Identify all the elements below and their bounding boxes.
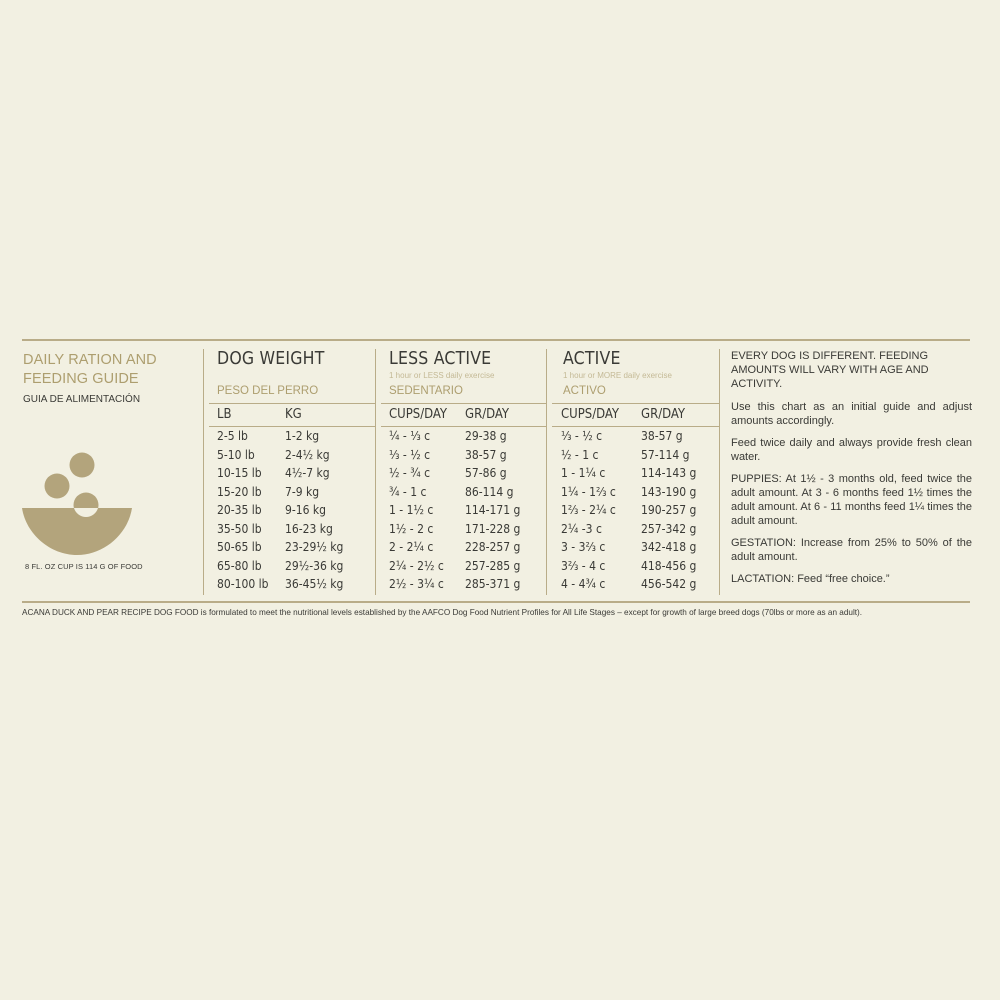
cell-kg: 29½-36 kg (285, 558, 344, 573)
cell-active-gr: 57-114 g (641, 447, 690, 462)
active-unit-gr: GR/DAY (641, 407, 686, 422)
less-active-unit-gr: GR/DAY (465, 407, 510, 422)
cell-lb: 35-50 lb (217, 521, 262, 536)
guide-title-line2: FEEDING GUIDE (23, 371, 139, 387)
cell-less-active-gr: 171-228 g (465, 521, 521, 536)
divider-notes (719, 349, 720, 595)
cell-lb: 10-15 lb (217, 466, 262, 480)
cell-kg: 9-16 kg (285, 503, 327, 517)
cell-less-active-gr: 57-86 g (465, 466, 507, 480)
cell-less-active-cups: 1½ - 2 c (389, 521, 434, 536)
cell-less-active-gr: 285-371 g (465, 577, 521, 591)
cell-less-active-cups: 2 - 2¼ c (389, 540, 434, 554)
cell-kg: 23-29½ kg (285, 540, 344, 554)
bottom-rule (22, 601, 970, 603)
unit-kg: KG (285, 407, 302, 422)
food-bowl-icon (20, 448, 136, 560)
active-spanish: ACTIVO (563, 385, 606, 397)
cell-active-gr: 190-257 g (641, 503, 697, 517)
unit-lb: LB (217, 407, 232, 422)
cell-kg: 2-4½ kg (285, 447, 330, 462)
divider-less-active (375, 349, 376, 595)
cell-active-gr: 418-456 g (641, 558, 697, 573)
guide-title-line1: DAILY RATION AND (23, 352, 157, 368)
cell-active-cups: 2¼ -3 c (561, 521, 602, 536)
dog-weight-spanish: PESO DEL PERRO (217, 385, 319, 397)
less-active-header-rule (381, 403, 546, 404)
footnote: ACANA DUCK AND PEAR RECIPE DOG FOOD is f… (22, 608, 863, 617)
feeding-notes: EVERY DOG IS DIFFERENT. FEEDING AMOUNTS … (731, 349, 972, 594)
notes-gestation: GESTATION: Increase from 25% to 50% of t… (731, 537, 972, 563)
cell-lb: 20-35 lb (217, 503, 262, 517)
cell-less-active-cups: 2¼ - 2½ c (389, 558, 444, 573)
guide-subtitle: GUIA DE ALIMENTACIÓN (23, 394, 141, 405)
less-active-unit-cups: CUPS/DAY (389, 407, 448, 422)
cell-active-gr: 342-418 g (641, 540, 697, 554)
guide-title: DAILY RATION AND FEEDING GUIDE (23, 351, 198, 389)
cell-active-cups: 1⅔ - 2¼ c (561, 503, 616, 517)
cell-active-cups: 3 - 3⅔ c (561, 540, 606, 554)
less-active-heading: LESS ACTIVE (389, 349, 492, 369)
less-active-spanish: SEDENTARIO (389, 385, 463, 397)
cell-active-gr: 456-542 g (641, 577, 697, 591)
cell-less-active-cups: ⅓ - ½ c (389, 447, 431, 462)
cell-active-cups: 1 - 1¼ c (561, 466, 606, 480)
cell-less-active-gr: 114-171 g (465, 503, 521, 517)
cup-note: 8 FL. OZ CUP IS 114 G OF FOOD (25, 562, 143, 571)
less-active-note: 1 hour or LESS daily exercise (389, 371, 495, 380)
cell-less-active-gr: 228-257 g (465, 540, 521, 554)
cell-less-active-cups: 2½ - 3¼ c (389, 577, 444, 591)
dog-weight-heading: DOG WEIGHT (217, 349, 325, 369)
weight-units-rule (209, 426, 375, 427)
notes-feed-twice: Feed twice daily and always provide fres… (731, 437, 972, 463)
cell-active-gr: 114-143 g (641, 466, 697, 480)
cell-lb: 50-65 lb (217, 540, 262, 554)
divider-active (546, 349, 547, 595)
notes-lactation: LACTATION: Feed “free choice.” (731, 573, 890, 585)
cell-active-cups: ½ - 1 c (561, 447, 599, 462)
active-note: 1 hour or MORE daily exercise (563, 371, 672, 380)
active-unit-cups: CUPS/DAY (561, 407, 620, 422)
cell-active-cups: 4 - 4¾ c (561, 577, 606, 591)
cell-less-active-gr: 38-57 g (465, 447, 507, 462)
cell-less-active-cups: 1 - 1½ c (389, 503, 434, 517)
notes-puppies: PUPPIES: At 1½ - 3 months old, feed twic… (731, 473, 972, 527)
cell-lb: 2-5 lb (217, 429, 248, 443)
cell-lb: 65-80 lb (217, 558, 262, 573)
cell-kg: 16-23 kg (285, 521, 333, 536)
cell-active-gr: 38-57 g (641, 429, 683, 443)
less-active-units-rule (381, 426, 546, 427)
cell-kg: 36-45½ kg (285, 577, 344, 591)
cell-active-cups: 1¼ - 1⅔ c (561, 484, 616, 499)
cell-less-active-gr: 257-285 g (465, 558, 521, 573)
active-units-rule (552, 426, 719, 427)
cell-kg: 7-9 kg (285, 484, 320, 499)
active-heading: ACTIVE (563, 349, 621, 369)
cell-active-cups: ⅓ - ½ c (561, 429, 603, 443)
cell-less-active-cups: ½ - ¾ c (389, 466, 431, 480)
cell-active-gr: 143-190 g (641, 484, 697, 499)
divider-weight (203, 349, 204, 595)
cell-less-active-cups: ¾ - 1 c (389, 484, 427, 499)
cell-active-gr: 257-342 g (641, 521, 697, 536)
cell-less-active-gr: 29-38 g (465, 429, 507, 443)
cell-kg: 1-2 kg (285, 429, 320, 443)
notes-chart-guide: Use this chart as an initial guide and a… (731, 401, 972, 427)
cell-kg: 4½-7 kg (285, 466, 330, 480)
cell-less-active-gr: 86-114 g (465, 484, 514, 499)
weight-header-rule (209, 403, 375, 404)
cell-lb: 80-100 lb (217, 577, 269, 591)
cell-active-cups: 3⅔ - 4 c (561, 558, 606, 573)
active-header-rule (552, 403, 719, 404)
top-rule (22, 339, 970, 341)
cell-less-active-cups: ¼ - ⅓ c (389, 429, 431, 443)
cell-lb: 5-10 lb (217, 447, 255, 462)
notes-intro: EVERY DOG IS DIFFERENT. FEEDING AMOUNTS … (731, 350, 929, 390)
cell-lb: 15-20 lb (217, 484, 262, 499)
